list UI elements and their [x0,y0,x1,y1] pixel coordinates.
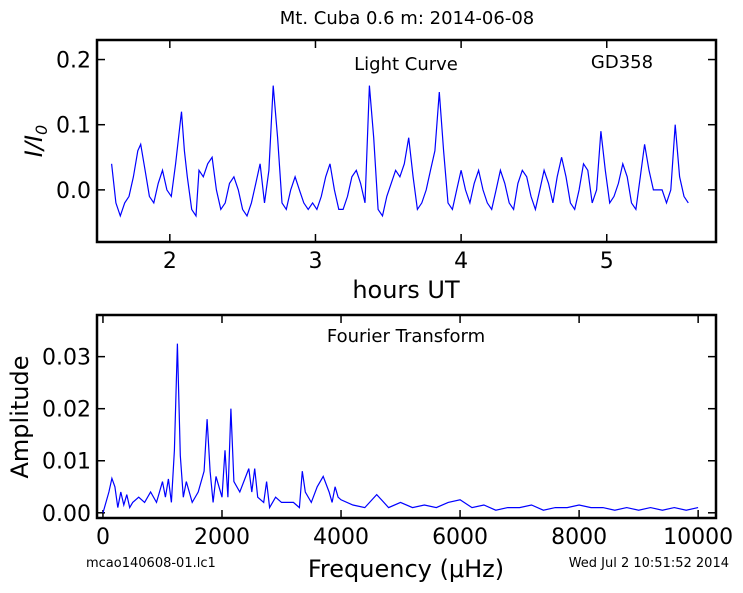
light-curve-panel: 2 3 4 5 0.0 0.1 0.2 Light Curve GD358 hours UT… [20,38,718,304]
fourier-series [102,343,699,513]
fourier-panel: 0 2000 4000 6000 8000 10000 0.00 0.01 0.02 0.03 F… [6,313,733,583]
fourier-ytick-label: 0.00 [42,502,91,527]
fourier-ytick-label: 0.01 [42,450,91,475]
light-curve-frame [95,38,718,244]
fourier-frame [95,313,718,520]
light-curve-series [111,85,689,218]
light-curve-xtick-label: 5 [600,249,614,274]
fourier-xlabel: Frequency (μHz) [308,555,504,583]
light-curve-xtick-label: 4 [454,249,468,274]
fourier-xtick-label: 2000 [194,525,250,550]
fourier-xtick-label: 4000 [313,525,369,550]
light-curve-xtick-label: 2 [163,249,177,274]
light-curve-ytick-label: 0.0 [56,179,91,204]
light-curve-annotation: Light Curve [354,54,458,75]
fourier-xtick-label: 8000 [551,525,607,550]
fourier-ticks: 0 2000 4000 6000 8000 10000 0.00 0.01 0.02 0.03 [42,315,733,550]
light-curve-ytick-label: 0.1 [56,114,91,139]
figure-title: Mt. Cuba 0.6 m: 2014-06-08 [280,8,534,29]
fourier-xtick-label: 0 [96,525,110,550]
fourier-ylabel: Amplitude [6,356,34,479]
light-curve-ytick-label: 0.2 [56,49,91,74]
fourier-xtick-label: 10000 [663,525,733,550]
fourier-annotation: Fourier Transform [327,326,485,347]
footer-timestamp: Wed Jul 2 10:51:52 2014 [569,556,729,571]
fourier-ytick-label: 0.02 [42,398,91,423]
fourier-xtick-label: 6000 [432,525,488,550]
light-curve-ylabel: I/I0 [20,125,51,157]
star-label: GD358 [591,52,653,73]
light-curve-xlabel: hours UT [352,276,460,304]
footer-filename: mcao140608-01.lc1 [86,556,216,571]
fourier-ytick-label: 0.03 [42,346,91,371]
light-curve-xtick-label: 3 [308,249,322,274]
light-curve-ticks: 2 3 4 5 0.0 0.1 0.2 [56,40,716,274]
